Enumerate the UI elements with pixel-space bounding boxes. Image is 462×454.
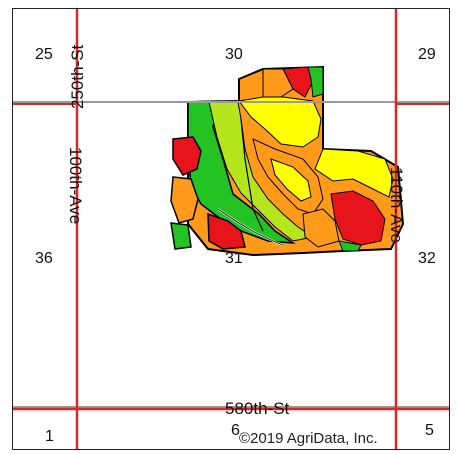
zone-lower-mid-north <box>262 68 294 98</box>
zone-high-north <box>307 66 324 98</box>
road-label-250th-st: 250th-St <box>68 44 87 109</box>
field-interior-line <box>240 118 264 232</box>
section-label-25: 25 <box>35 46 53 63</box>
zone-mid-center <box>270 158 312 202</box>
zone-lower-mid-west-fragment <box>170 176 199 224</box>
copyright-notice: ©2019 AgriData, Inc. <box>239 430 378 447</box>
zone-mid-east <box>314 148 394 198</box>
road-labels: 250th-St 100th-Ave 110th-Ave 580th-St <box>66 44 406 418</box>
zone-low-southwest <box>207 212 246 250</box>
road-label-100th-ave: 100th-Ave <box>66 147 85 224</box>
section-label-36: 36 <box>35 250 53 267</box>
zone-high-south <box>338 240 362 252</box>
section-label-29: 29 <box>418 46 436 63</box>
yield-map: 25 30 29 36 31 32 1 6 5 250th-St 100th-A… <box>13 9 449 449</box>
section-label-5: 5 <box>425 422 434 439</box>
section-label-30: 30 <box>225 46 243 63</box>
section-lines <box>13 9 449 449</box>
section-label-6: 6 <box>231 422 240 439</box>
road-label-110th-ave: 110th-Ave <box>387 167 406 243</box>
township-lines <box>13 101 449 408</box>
road-label-580th-st: 580th-St <box>225 399 290 418</box>
map-frame: 25 30 29 36 31 32 1 6 5 250th-St 100th-A… <box>12 8 450 450</box>
section-label-31: 31 <box>225 250 243 267</box>
section-label-1: 1 <box>45 428 54 445</box>
zone-high-west-fragment <box>170 222 192 250</box>
section-numbers: 25 30 29 36 31 32 1 6 5 <box>35 46 436 445</box>
section-label-32: 32 <box>418 250 436 267</box>
field-interior-line <box>217 208 284 246</box>
field-zones <box>170 65 405 257</box>
zone-low-south <box>330 190 386 246</box>
zone-low-west-fragment <box>172 136 202 176</box>
